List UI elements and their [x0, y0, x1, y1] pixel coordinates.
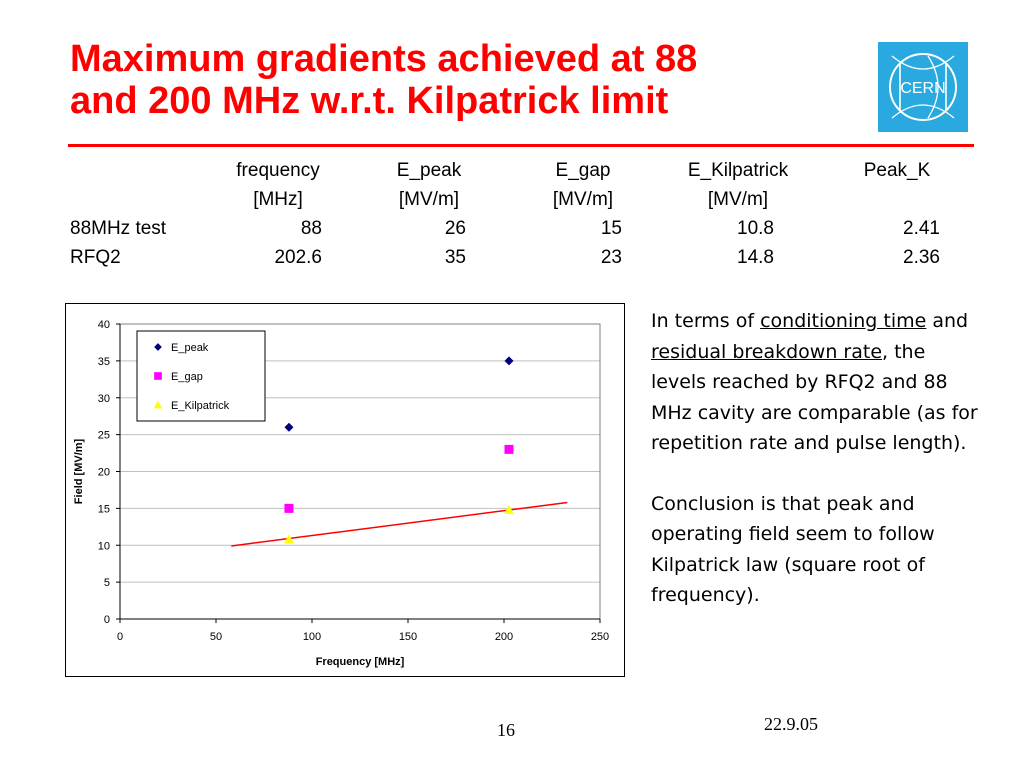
- table-unit-cell: [MV/m]: [398, 188, 460, 210]
- data-point-e-gap: [284, 503, 294, 513]
- table-cell: 2.36: [903, 246, 940, 268]
- table-header-cell: [70, 156, 210, 185]
- table-header-cell: E_Kilpatrick: [687, 159, 789, 181]
- y-tick-label: 15: [98, 503, 110, 515]
- side-paragraph-2: Conclusion is that peak and operating fi…: [651, 492, 935, 607]
- table-cell: 202.6: [274, 246, 322, 268]
- gradients-table: frequency E_peak E_gap E_Kilpatrick Peak…: [70, 156, 972, 272]
- legend-label: E_peak: [171, 342, 209, 354]
- y-tick-label: 30: [98, 393, 110, 405]
- x-tick-label: 200: [495, 631, 513, 643]
- data-point-e-peak: [504, 356, 514, 366]
- table-header-cell: E_peak: [396, 159, 462, 181]
- table-row: 88MHz test 88 26 15 10.8 2.41: [70, 214, 972, 243]
- x-tick-label: 0: [117, 631, 123, 643]
- table-cell: 23: [600, 246, 622, 268]
- slide-title-line-1: Maximum gradients achieved at 88: [70, 38, 698, 80]
- y-tick-label: 5: [104, 577, 110, 589]
- side-text: In terms of conditioning time and residu…: [651, 306, 981, 641]
- field-vs-frequency-chart: 0 5 10 15 20 25 30 35 40 0 50 100 150 200 250 Frequency…: [65, 303, 625, 677]
- legend-label: E_gap: [171, 371, 203, 383]
- slide-title-line-2: and 200 MHz w.r.t. Kilpatrick limit: [70, 80, 669, 122]
- y-tick-label: 20: [98, 467, 110, 479]
- table-cell: 14.8: [737, 246, 774, 268]
- legend-marker-e-peak: [154, 343, 162, 351]
- table-cell: 15: [600, 217, 622, 239]
- table-cell: 26: [444, 217, 466, 239]
- side-text-span: , the levels reached by RFQ2 and 88 MHz …: [651, 340, 978, 455]
- side-text-span: and: [926, 310, 969, 332]
- y-tick-label: 0: [104, 614, 110, 626]
- table-unit-cell: [MV/m]: [552, 188, 614, 210]
- data-point-e-peak: [284, 422, 294, 432]
- side-text-span: In terms of: [651, 310, 761, 332]
- x-tick-label: 50: [210, 631, 222, 643]
- data-point-e-kilpatrick: [283, 534, 294, 544]
- data-point-e-gap: [504, 444, 514, 454]
- cern-logo: CERN: [878, 42, 968, 132]
- x-tick-label: 150: [399, 631, 417, 643]
- table-cell: 88: [300, 217, 322, 239]
- x-tick-label: 250: [591, 631, 609, 643]
- table-unit-cell: [MV/m]: [707, 188, 769, 210]
- table-cell-label: 88MHz test: [70, 217, 167, 239]
- legend-marker-e-kilpatrick: [153, 400, 163, 409]
- side-text-underlined: residual breakdown rate: [651, 340, 883, 363]
- table-cell: 10.8: [737, 217, 774, 239]
- x-axis-title: Frequency [MHz]: [316, 656, 405, 668]
- table-header-row: frequency E_peak E_gap E_Kilpatrick Peak…: [70, 156, 972, 185]
- table-cell: 2.41: [903, 217, 940, 239]
- table-header-cell: E_gap: [555, 159, 611, 181]
- page-number: 16: [497, 720, 515, 740]
- logo-text: CERN: [900, 80, 945, 97]
- y-tick-label: 40: [98, 319, 110, 331]
- y-axis-title: Field [MV/m]: [73, 438, 85, 504]
- slide-date: 22.9.05: [764, 714, 818, 734]
- chart-svg: 0 5 10 15 20 25 30 35 40 0 50 100 150 200 250 Frequency…: [73, 319, 609, 668]
- table-unit-cell: [70, 185, 210, 214]
- slide-title: Maximum gradients achieved at 88 and 200…: [70, 38, 860, 122]
- side-text-underlined: conditioning time: [760, 310, 927, 332]
- x-tick-label: 100: [303, 631, 321, 643]
- y-tick-label: 25: [98, 430, 110, 442]
- kilpatrick-fit-line: [231, 501, 568, 547]
- table-unit-cell: [822, 185, 972, 214]
- table-header-cell: frequency: [236, 159, 320, 181]
- table-header-cell: Peak_K: [863, 159, 931, 181]
- side-paragraph-1: In terms of conditioning time and residu…: [651, 306, 981, 459]
- table-cell: 35: [444, 246, 466, 268]
- table-unit-cell: [MHz]: [253, 188, 303, 210]
- table-cell-label: RFQ2: [70, 246, 121, 268]
- y-tick-label: 10: [98, 540, 110, 552]
- table-row: RFQ2 202.6 35 23 14.8 2.36: [70, 243, 972, 272]
- legend-label: E_Kilpatrick: [171, 400, 230, 412]
- data-point-e-kilpatrick: [503, 504, 514, 514]
- y-tick-label: 35: [98, 356, 110, 368]
- title-divider: [68, 144, 974, 147]
- table-units-row: [MHz] [MV/m] [MV/m] [MV/m]: [70, 185, 972, 214]
- legend-marker-e-gap: [154, 372, 162, 380]
